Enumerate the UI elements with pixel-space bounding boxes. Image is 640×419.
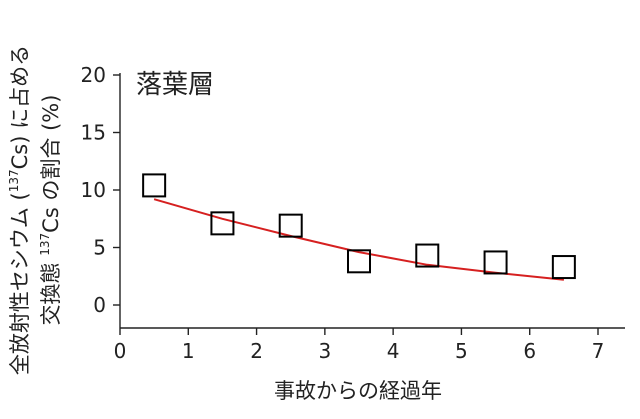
data-point-marker	[347, 249, 371, 274]
y-tick-label: 5	[93, 236, 106, 260]
x-tick-label: 1	[182, 339, 195, 363]
x-tick-label: 0	[114, 339, 127, 363]
data-point-marker	[483, 250, 508, 275]
y-tick-label: 20	[81, 63, 106, 87]
data-point-marker	[415, 243, 440, 268]
y-tick-label: 15	[81, 121, 106, 145]
x-tick-label: 7	[592, 339, 605, 363]
y-ticks: 0 5 10 15 20	[81, 63, 120, 317]
data-markers	[142, 173, 576, 280]
data-point-marker	[551, 255, 576, 280]
x-tick-label: 5	[455, 339, 468, 363]
data-point-marker	[210, 211, 235, 236]
x-tick-label: 2	[250, 339, 263, 363]
axes	[119, 73, 625, 329]
x-tick-label: 3	[318, 339, 331, 363]
y-axis-label-line1: 全放射性セシウム (137Cs) に占める	[7, 45, 32, 375]
x-tick-label: 6	[523, 339, 536, 363]
data-point-marker	[278, 213, 303, 238]
chart-annotation: 落葉層	[136, 70, 214, 100]
y-tick-label: 10	[81, 178, 106, 202]
data-point-marker	[142, 173, 167, 198]
x-ticks: 0 1 2 3 4 5 6 7	[114, 328, 605, 363]
x-axis-label: 事故からの経過年	[274, 379, 442, 403]
x-tick-label: 4	[387, 339, 400, 363]
y-tick-label: 0	[93, 293, 106, 317]
trend-line	[153, 198, 565, 281]
y-axis-label-line2: 交換態 137Cs の割合 (%)	[38, 95, 63, 326]
